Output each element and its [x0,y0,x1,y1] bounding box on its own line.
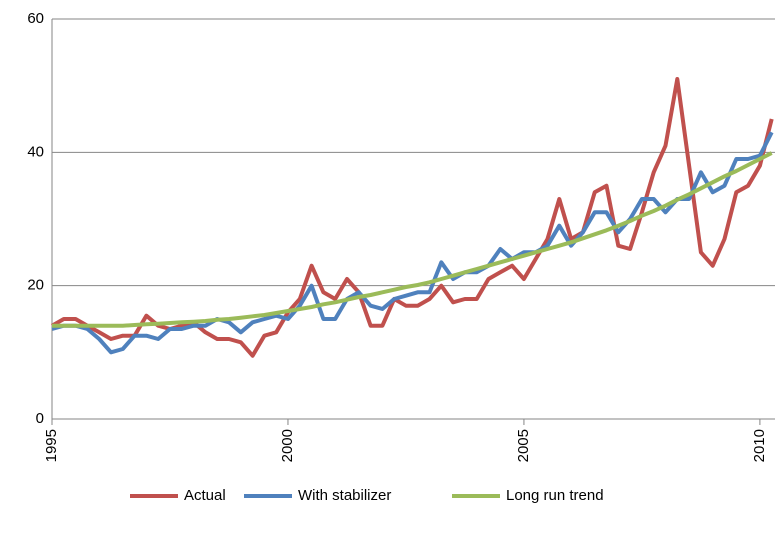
y-tick-label: 0 [36,410,44,427]
x-tick-label: 2010 [751,429,768,462]
legend-label: With stabilizer [298,487,391,504]
series-line [51,77,774,358]
series-line [52,151,773,328]
x-tick-label: 1995 [43,429,60,462]
x-tick-label: 2005 [515,429,532,462]
y-tick-label: 20 [27,277,44,294]
y-tick-label: 40 [27,143,44,160]
y-tick-label: 60 [27,10,44,27]
legend-label: Long run trend [506,487,604,504]
legend-label: Actual [184,487,226,504]
x-tick-label: 2000 [279,429,296,462]
series-line [51,131,774,355]
